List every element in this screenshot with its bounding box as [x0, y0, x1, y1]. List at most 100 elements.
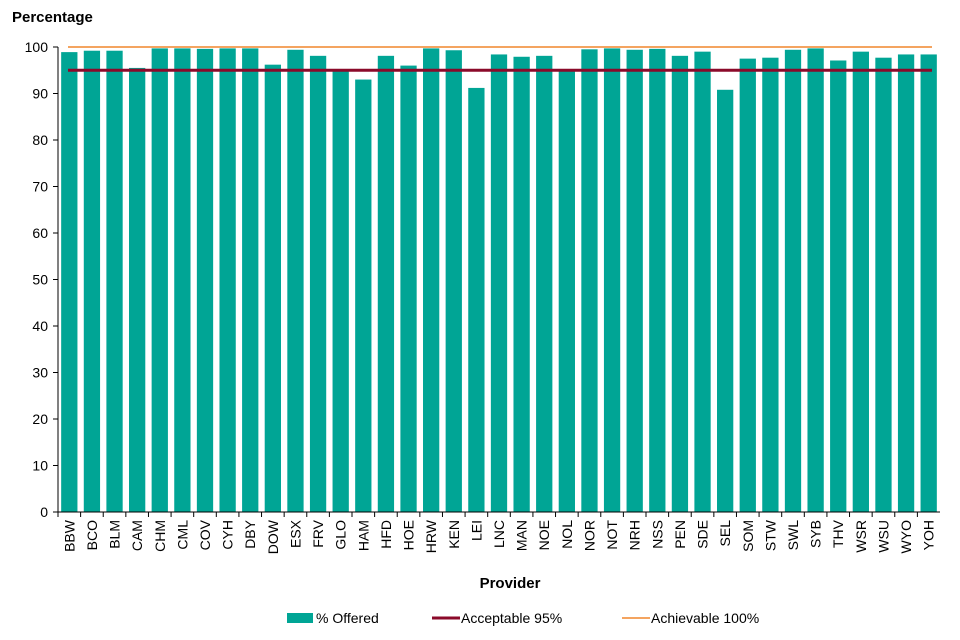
x-tick-label: CYH	[220, 520, 236, 550]
y-axis-title: Percentage	[12, 9, 93, 26]
bar-hoe	[400, 65, 417, 512]
x-axis-title: Provider	[480, 575, 541, 592]
y-tick-label: 30	[32, 365, 48, 381]
x-tick-label: KEN	[446, 520, 462, 549]
x-axis: BBW BCO BLM CAM CHM CML COV CYH DBY DOW ESX FRV GLO H…	[57, 512, 937, 554]
y-tick-label: 60	[32, 225, 48, 241]
bar-cml	[174, 48, 191, 513]
bar-syb	[807, 48, 824, 513]
bar-ken	[445, 50, 462, 512]
bar-lei	[468, 87, 485, 513]
x-tick-label: WYO	[898, 520, 914, 554]
x-tick-label: NOT	[604, 520, 620, 550]
x-tick-label: YOH	[921, 520, 937, 550]
bar-glo	[332, 70, 349, 512]
y-tick-label: 70	[32, 179, 48, 195]
bar-sel	[717, 89, 734, 512]
x-tick-label: BLM	[107, 520, 123, 549]
x-tick-label: GLO	[333, 520, 349, 550]
bar-dby	[242, 48, 259, 513]
bar-lnc	[490, 54, 508, 512]
x-tick-label: BBW	[61, 519, 77, 552]
y-tick-label: 0	[40, 504, 48, 520]
bar-cam	[129, 67, 146, 513]
bar-cov	[196, 48, 214, 513]
bar-wsu	[875, 57, 892, 512]
x-tick-label: COV	[197, 519, 213, 550]
x-tick-label: SYB	[808, 520, 824, 548]
bar-chm	[151, 48, 168, 513]
x-tick-label: NOR	[581, 520, 597, 551]
x-tick-label: LEI	[468, 520, 484, 541]
x-tick-label: LNC	[491, 520, 507, 548]
x-tick-label: BCO	[84, 520, 100, 550]
x-tick-label: PEN	[672, 520, 688, 549]
x-tick-label: MAN	[514, 520, 530, 551]
legend: % Offered Acceptable 95% Achievable 100%	[287, 610, 759, 626]
bar-blm	[106, 50, 123, 512]
x-tick-label: NOE	[536, 520, 552, 550]
bar-som	[739, 58, 756, 512]
bar-yoh	[920, 54, 937, 512]
bar-thv	[830, 60, 847, 513]
x-tick-label: SWL	[785, 520, 801, 551]
x-tick-label: STW	[762, 519, 778, 551]
x-tick-label: ESX	[287, 519, 303, 548]
y-tick-label: 10	[32, 458, 48, 474]
bar-sde	[694, 51, 711, 513]
x-tick-label: FRV	[310, 519, 326, 547]
bar-ham	[355, 79, 372, 513]
x-tick-label: DBY	[242, 519, 258, 548]
x-tick-label: CHM	[152, 520, 168, 552]
bar-pen	[671, 55, 689, 513]
y-tick-label: 20	[32, 411, 48, 427]
bar-nss	[649, 48, 666, 513]
x-tick-label: THV	[830, 519, 846, 548]
bar-bco	[83, 50, 101, 512]
x-tick-label: SOM	[740, 520, 756, 552]
bar-dow	[264, 64, 281, 513]
bar-wsr	[852, 51, 869, 513]
bar-not	[603, 48, 621, 513]
bar-man	[513, 56, 530, 512]
y-tick-label: 40	[32, 318, 48, 334]
x-tick-label: HFD	[378, 520, 394, 549]
bar-esx	[287, 49, 304, 512]
x-tick-label: HRW	[423, 519, 439, 553]
bar-nrh	[626, 49, 643, 512]
legend-label: % Offered	[316, 610, 379, 626]
y-axis: 0 10 20 30 40 50 60 70 80 90 100	[25, 39, 58, 520]
x-tick-label: NSS	[649, 520, 665, 549]
x-tick-label: DOW	[265, 519, 281, 554]
bar-wyo	[897, 54, 915, 512]
y-tick-label: 90	[32, 86, 48, 102]
x-tick-label: HOE	[401, 520, 417, 550]
bar-stw	[762, 57, 779, 512]
y-tick-label: 80	[32, 132, 48, 148]
legend-label: Acceptable 95%	[461, 610, 562, 626]
x-tick-label: SDE	[695, 520, 711, 549]
bars	[61, 48, 937, 513]
x-tick-label: HAM	[355, 520, 371, 551]
bar-swl	[784, 49, 802, 512]
x-tick-label: NRH	[627, 520, 643, 550]
bar-noe	[536, 55, 553, 513]
reference-lines	[68, 46, 932, 72]
y-tick-label: 100	[25, 39, 49, 55]
x-tick-label: WSU	[875, 520, 891, 553]
y-tick-label: 50	[32, 272, 48, 288]
legend-swatch-offered	[287, 613, 313, 623]
bar-hfd	[377, 55, 395, 513]
x-tick-label: SEL	[717, 520, 733, 547]
legend-label: Achievable 100%	[651, 610, 759, 626]
bar-hrw	[423, 48, 440, 513]
x-tick-label: NOL	[559, 520, 575, 549]
x-tick-label: CAM	[129, 520, 145, 551]
bar-nor	[581, 49, 598, 512]
x-tick-label: WSR	[853, 520, 869, 553]
bar-bbw	[61, 52, 78, 513]
axes	[57, 47, 940, 513]
x-tick-label: CML	[174, 520, 190, 550]
bar-frv	[309, 55, 327, 513]
